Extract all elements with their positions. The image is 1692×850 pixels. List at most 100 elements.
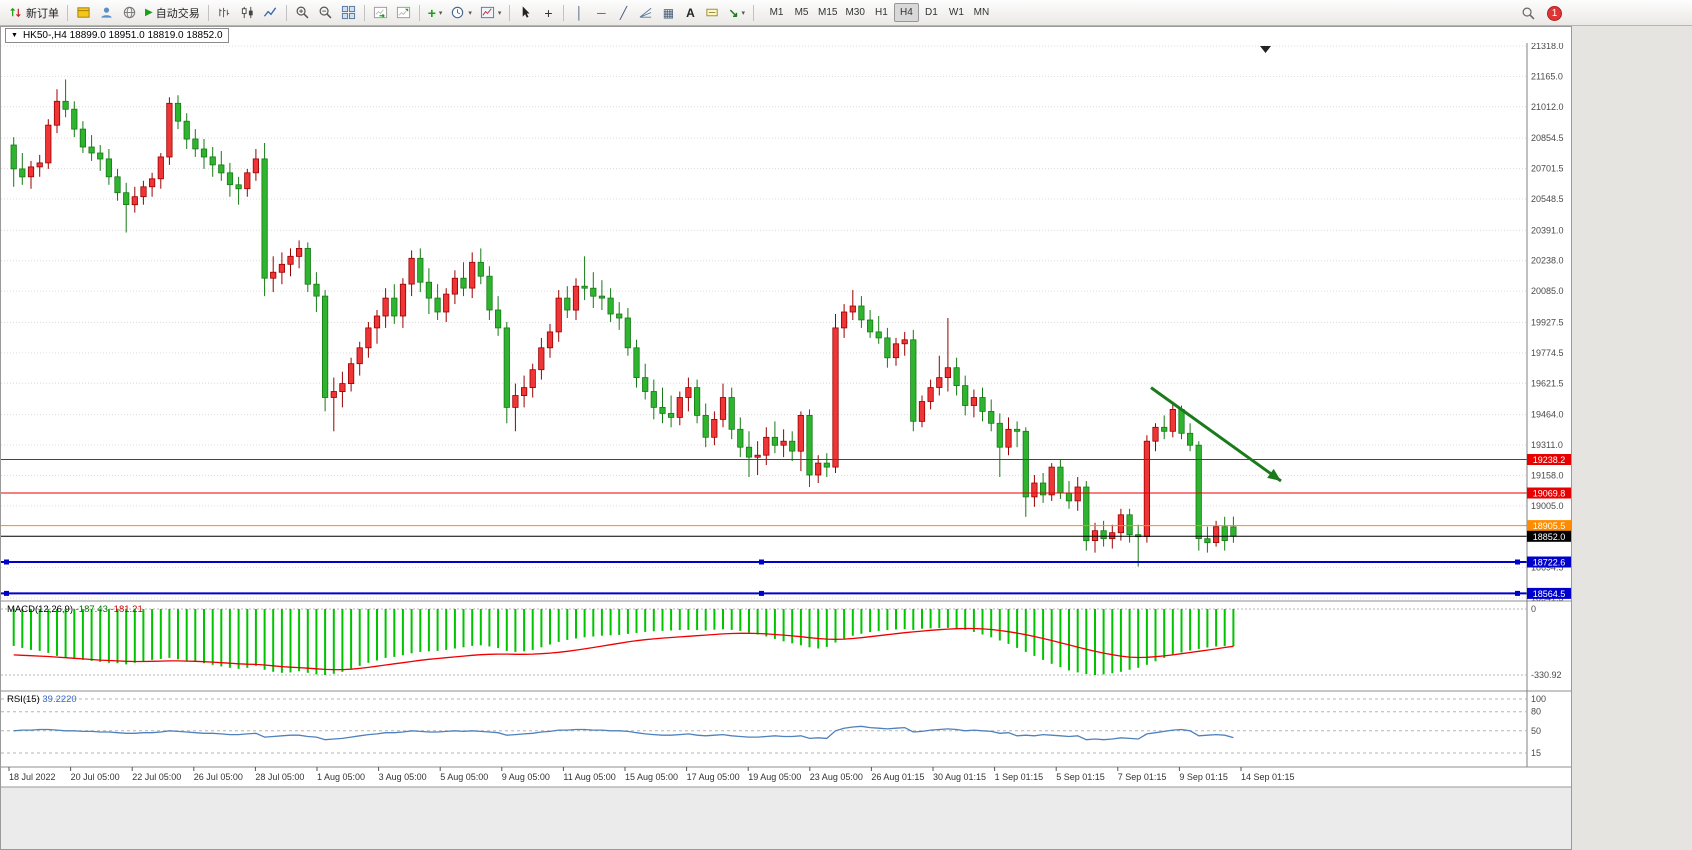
shapes-button[interactable]: ▦ xyxy=(657,2,679,23)
trendline-button[interactable]: ╱ xyxy=(612,2,634,23)
timeframe-h4-button[interactable]: H4 xyxy=(893,3,919,22)
svg-text:20391.0: 20391.0 xyxy=(1531,225,1564,235)
bar-chart-button[interactable] xyxy=(213,2,236,23)
price-chart[interactable]: 21318.0 21165.0 21012.0 20854.5 20701.5 20548… xyxy=(1,43,1571,849)
auto-trading-button[interactable]: ▶ 自动交易 xyxy=(141,2,204,23)
indicators-button[interactable]: + ▾ xyxy=(424,2,447,23)
svg-text:19005.0: 19005.0 xyxy=(1531,501,1564,511)
trendline-icon: ╱ xyxy=(619,5,628,20)
templates-button[interactable]: ▾ xyxy=(476,2,506,23)
new-order-button[interactable]: 新订单 xyxy=(4,2,63,23)
timeframe-h1-button[interactable]: H1 xyxy=(869,3,894,22)
text-label-icon xyxy=(706,8,719,17)
templates-icon xyxy=(480,6,494,19)
globe-icon xyxy=(123,6,136,19)
chart-shift-button[interactable] xyxy=(392,2,415,23)
hline-handle[interactable] xyxy=(4,559,9,565)
svg-text:11 Aug 05:00: 11 Aug 05:00 xyxy=(563,772,615,782)
toolbar-separator xyxy=(67,4,68,21)
line-chart-button[interactable] xyxy=(259,2,282,23)
crosshair-button[interactable]: + xyxy=(537,2,559,23)
time-axis: 18 Jul 2022 20 Jul 05:00 22 Jul 05:00 26 Ju… xyxy=(8,767,1295,782)
market-button[interactable] xyxy=(72,2,95,23)
svg-text:19238.2: 19238.2 xyxy=(1533,455,1566,465)
toolbar-separator xyxy=(418,4,420,21)
svg-text:18722.6: 18722.6 xyxy=(1533,558,1566,568)
cursor-icon xyxy=(523,6,531,18)
svg-text:50: 50 xyxy=(1531,726,1541,736)
cursor-button[interactable] xyxy=(514,2,537,23)
svg-text:18 Jul 2022: 18 Jul 2022 xyxy=(9,772,56,782)
svg-text:18694.5: 18694.5 xyxy=(1531,563,1564,573)
timeframe-d1-button[interactable]: D1 xyxy=(919,3,944,22)
periods-button[interactable]: ▾ xyxy=(446,2,476,23)
dropdown-icon: ▾ xyxy=(741,9,746,17)
svg-text:-330.92: -330.92 xyxy=(1531,670,1562,680)
candlestick-button[interactable] xyxy=(236,2,259,23)
chart-shift-marker[interactable] xyxy=(1260,46,1271,53)
signals-icon xyxy=(101,7,112,18)
timeframe-m1-button[interactable]: M1 xyxy=(764,3,789,22)
vertical-line-button[interactable]: │ xyxy=(568,2,590,23)
svg-text:23 Aug 05:00: 23 Aug 05:00 xyxy=(810,772,863,782)
svg-text:9 Sep 01:15: 9 Sep 01:15 xyxy=(1179,772,1228,782)
svg-text:26 Aug 01:15: 26 Aug 01:15 xyxy=(871,772,924,782)
shapes-icon: ▦ xyxy=(662,5,675,20)
timeframe-m30-button[interactable]: M30 xyxy=(841,3,868,22)
svg-text:18564.5: 18564.5 xyxy=(1533,589,1566,599)
fibonacci-icon xyxy=(640,7,652,18)
svg-text:18905.5: 18905.5 xyxy=(1533,521,1566,531)
svg-text:20 Jul 05:00: 20 Jul 05:00 xyxy=(71,772,120,782)
svg-text:0: 0 xyxy=(1531,604,1536,614)
trend-arrow[interactable] xyxy=(1150,386,1282,483)
auto-scroll-icon xyxy=(373,6,387,19)
svg-text:15 Aug 05:00: 15 Aug 05:00 xyxy=(625,772,678,782)
zoom-out-button[interactable] xyxy=(314,2,337,23)
hline-handle[interactable] xyxy=(1515,590,1520,596)
fibonacci-button[interactable] xyxy=(634,2,657,23)
arrows-button[interactable]: ↘ ▾ xyxy=(724,2,749,23)
svg-text:19 Aug 05:00: 19 Aug 05:00 xyxy=(748,772,801,782)
notification-badge[interactable]: 1 xyxy=(1547,6,1562,21)
svg-text:14 Sep 01:15: 14 Sep 01:15 xyxy=(1241,772,1295,782)
auto-scroll-button[interactable] xyxy=(369,2,392,23)
auto-trading-label: 自动交易 xyxy=(155,7,200,20)
svg-text:20085.0: 20085.0 xyxy=(1531,286,1564,296)
search-button[interactable] xyxy=(1517,3,1540,24)
tile-windows-button[interactable] xyxy=(337,2,360,23)
dropdown-icon: ▾ xyxy=(497,9,502,17)
svg-text:20548.5: 20548.5 xyxy=(1531,194,1564,204)
toolbar-separator xyxy=(285,4,287,21)
candles-layer xyxy=(10,79,1237,567)
hline-handle[interactable] xyxy=(4,590,9,596)
rsi-label: RSI(15) 39.2220 xyxy=(7,694,77,705)
horizontal-line-button[interactable]: ─ xyxy=(590,2,612,23)
svg-text:3 Aug 05:00: 3 Aug 05:00 xyxy=(379,772,427,782)
timeframe-mn-button[interactable]: MN xyxy=(969,3,994,22)
svg-text:1 Aug 05:00: 1 Aug 05:00 xyxy=(317,772,365,782)
arrow-tool-icon: ↘ xyxy=(728,5,739,20)
timeframe-w1-button[interactable]: W1 xyxy=(944,3,969,22)
text-button[interactable]: A xyxy=(679,2,701,23)
community-button[interactable] xyxy=(118,2,141,23)
timeframe-m5-button[interactable]: M5 xyxy=(789,3,814,22)
svg-text:80: 80 xyxy=(1531,707,1541,717)
zoom-in-button[interactable] xyxy=(291,2,314,23)
bar-chart-icon xyxy=(219,7,229,18)
hline-handle[interactable] xyxy=(759,590,764,596)
svg-text:26 Jul 05:00: 26 Jul 05:00 xyxy=(194,772,243,782)
text-label-button[interactable] xyxy=(701,2,724,23)
zoom-out-icon xyxy=(319,6,332,19)
chart-title: HK50-,H4 18899.0 18951.0 18819.0 18852.0 xyxy=(22,29,223,41)
hline-handle[interactable] xyxy=(759,559,764,565)
svg-text:20854.5: 20854.5 xyxy=(1531,133,1564,143)
hline-handle[interactable] xyxy=(1515,559,1520,565)
timeframe-m15-button[interactable]: M15 xyxy=(814,3,841,22)
rsi-line xyxy=(13,725,1234,741)
svg-text:19621.5: 19621.5 xyxy=(1531,378,1564,388)
svg-text:30 Aug 01:15: 30 Aug 01:15 xyxy=(933,772,986,782)
signals-button[interactable] xyxy=(95,2,118,23)
chart-dropdown-icon[interactable]: ▼ xyxy=(11,31,18,39)
svg-text:22 Jul 05:00: 22 Jul 05:00 xyxy=(132,772,181,782)
